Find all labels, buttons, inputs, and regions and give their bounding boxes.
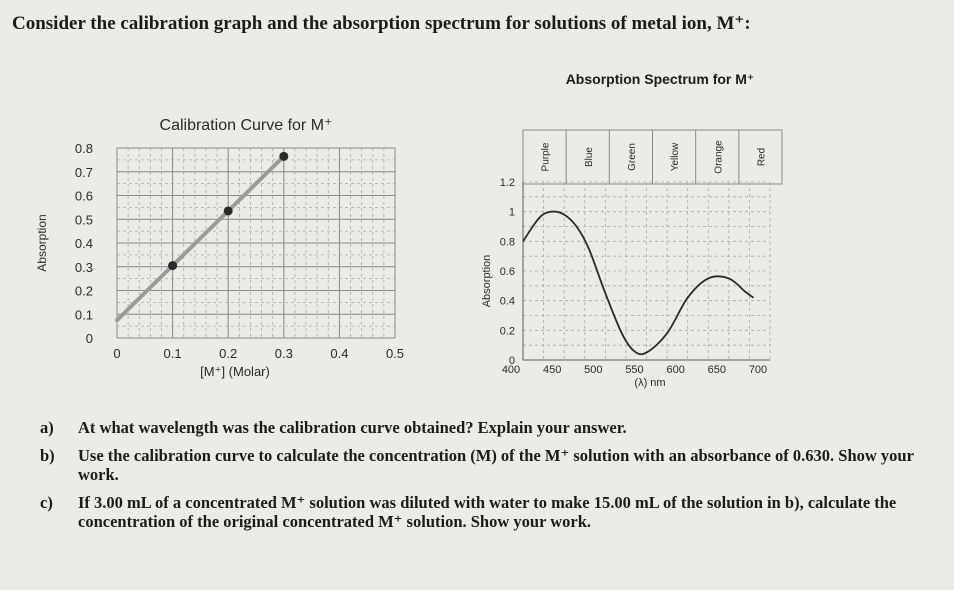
data-point xyxy=(168,261,178,271)
absorption-spectrum-chart: Absorption Spectrum for M⁺ Purple Blue Gree… xyxy=(481,71,783,389)
y-tick-label: 1 xyxy=(509,207,515,219)
y-tick-label: 0.4 xyxy=(500,296,515,308)
y-tick-label: 0.8 xyxy=(500,236,515,248)
y-tick-label: 0.4 xyxy=(75,236,93,251)
y-tick-label: 0.2 xyxy=(500,325,515,337)
x-tick-label: 0.1 xyxy=(164,346,182,361)
band-label: Yellow xyxy=(670,142,681,171)
question-a: a) At what wavelength was the calibratio… xyxy=(40,418,930,437)
y-tick-label: 0.7 xyxy=(75,165,93,180)
data-point xyxy=(279,151,289,161)
calibration-chart: Calibration Curve for M⁺ 0 0.1 0.2 0.3 0.4 0.5… xyxy=(35,117,404,379)
y-tick-label: 0.2 xyxy=(75,284,93,299)
question-label: a) xyxy=(40,418,54,437)
y-tick-label: 0.8 xyxy=(75,141,93,156)
chart-title: Absorption Spectrum for M⁺ xyxy=(566,71,755,87)
y-tick-label: 0 xyxy=(509,355,515,367)
x-tick-label: 650 xyxy=(708,364,726,376)
x-tick-label: 550 xyxy=(625,364,643,376)
x-tick-label: 450 xyxy=(543,364,561,376)
band-label: Blue xyxy=(584,147,595,167)
y-tick-label: 1.2 xyxy=(500,177,515,189)
x-axis-label: [M⁺] (Molar) xyxy=(200,364,270,379)
y-tick-label: 0.3 xyxy=(75,260,93,275)
x-tick-label: 400 xyxy=(502,364,520,376)
question-b: b) Use the calibration curve to calculat… xyxy=(40,446,930,484)
y-tick-label: 0.1 xyxy=(75,307,93,322)
data-point xyxy=(223,206,233,216)
x-tick-label: 700 xyxy=(749,364,767,376)
y-axis-label: Absorption xyxy=(35,214,49,271)
y-tick-label: 0 xyxy=(86,331,93,346)
intro-text: Consider the calibration graph and the a… xyxy=(12,13,751,34)
y-axis-label: Absorption xyxy=(481,255,493,308)
x-tick-label: 0.3 xyxy=(275,346,293,361)
x-tick-label: 0.5 xyxy=(386,346,404,361)
y-tick-label: 0.6 xyxy=(75,189,93,204)
y-tick-label: 0.6 xyxy=(500,266,515,278)
band-label: Purple xyxy=(541,142,552,171)
question-list: a) At what wavelength was the calibratio… xyxy=(40,418,930,540)
x-tick-label: 0.4 xyxy=(330,346,348,361)
band-label: Orange xyxy=(713,140,724,174)
question-text: Use the calibration curve to calculate t… xyxy=(78,446,914,484)
band-label: Green xyxy=(627,143,638,171)
x-tick-label: 600 xyxy=(666,364,684,376)
question-text: At what wavelength was the calibration c… xyxy=(78,418,627,437)
question-c: c) If 3.00 mL of a concentrated M⁺ solut… xyxy=(40,493,930,531)
question-text: If 3.00 mL of a concentrated M⁺ solution… xyxy=(78,493,897,531)
calibration-line xyxy=(115,154,286,323)
spectrum-curve xyxy=(522,210,755,356)
x-tick-label: 0 xyxy=(113,346,120,361)
chart-title: Calibration Curve for M⁺ xyxy=(160,117,333,134)
x-axis-label: (λ) nm xyxy=(634,377,665,389)
question-label: c) xyxy=(40,493,53,512)
x-tick-label: 500 xyxy=(584,364,602,376)
y-tick-label: 0.5 xyxy=(75,212,93,227)
question-label: b) xyxy=(40,446,55,465)
x-tick-label: 0.2 xyxy=(219,346,237,361)
band-label: Red xyxy=(756,148,767,166)
